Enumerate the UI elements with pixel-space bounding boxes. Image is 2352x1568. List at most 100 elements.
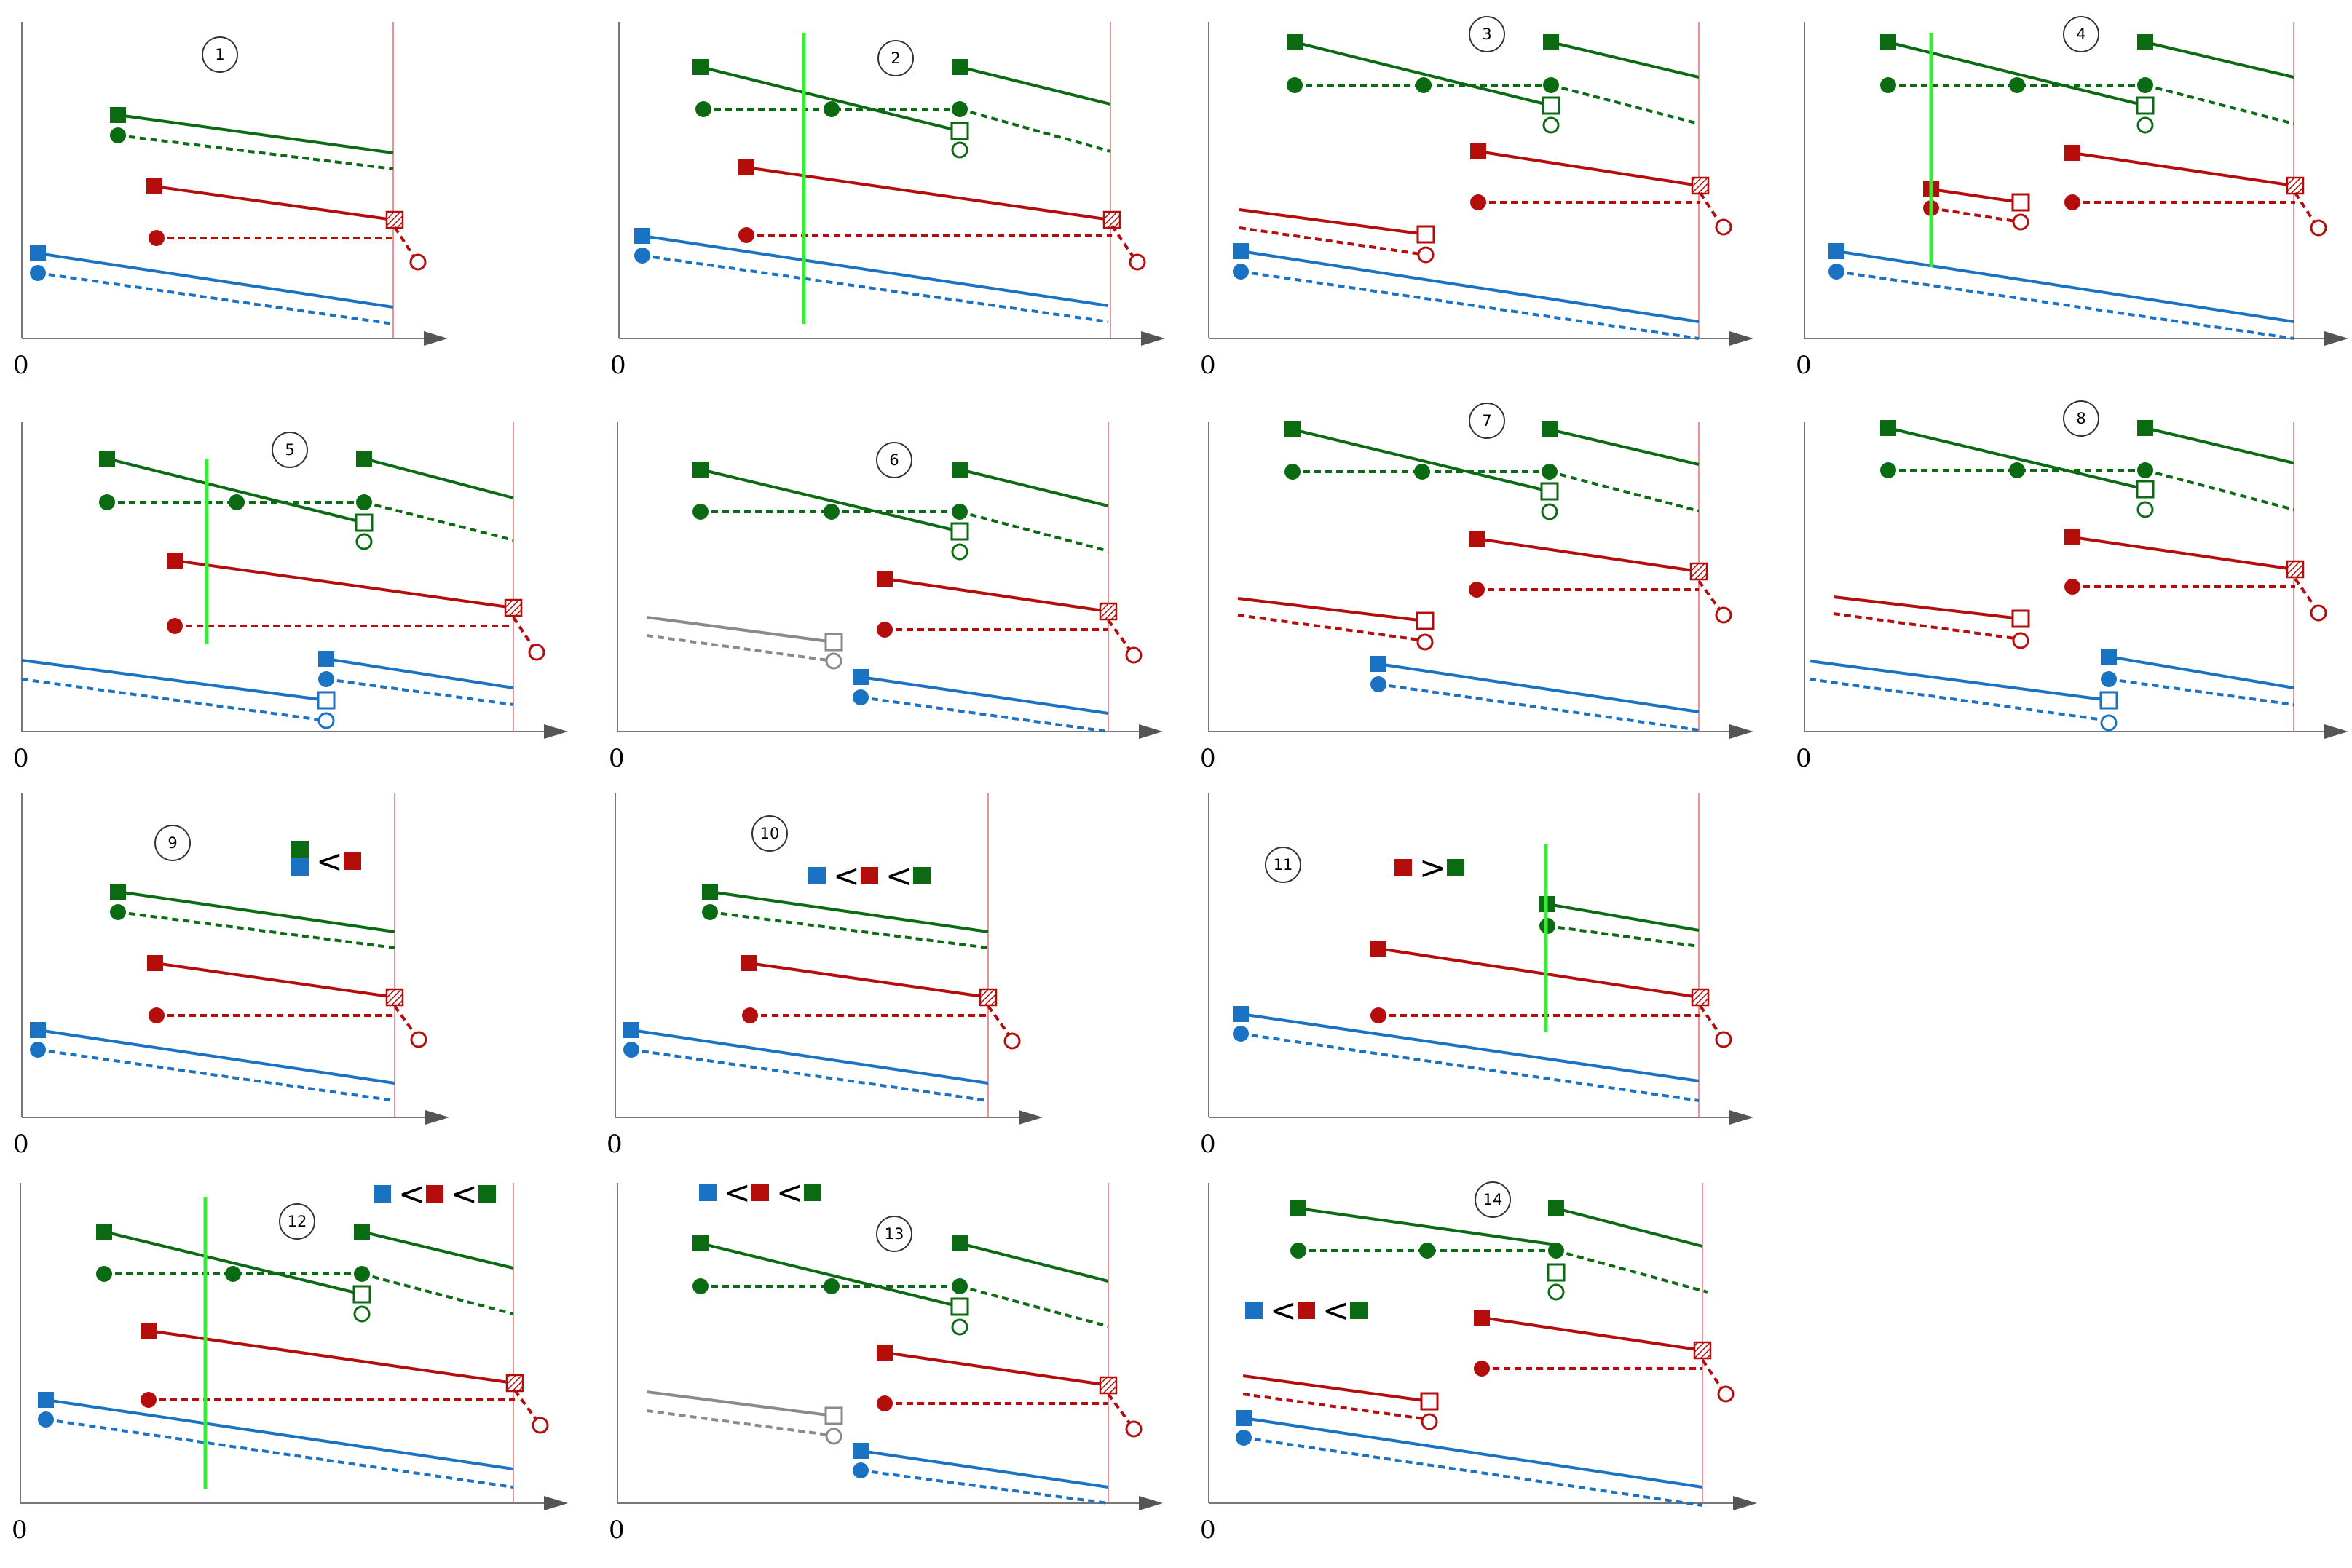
open-square-marker: [824, 1406, 843, 1425]
panel-5: 05: [13, 422, 568, 773]
trend-line: [1887, 427, 2146, 491]
open-square-marker: [1420, 1392, 1439, 1411]
filled-circle-marker: [149, 230, 165, 246]
dashed-trend-line: [117, 134, 394, 170]
trend-line: [1549, 428, 1700, 466]
panel-number-badge: [154, 825, 191, 861]
filled-square-marker: [38, 1392, 54, 1408]
panel-number: 12: [288, 1213, 307, 1230]
dashed-trend-line: [646, 634, 834, 662]
panel-6: 06: [609, 422, 1163, 773]
open-circle-marker: [1125, 646, 1143, 664]
filled-circle-marker: [30, 1042, 46, 1058]
dashed-trend-line: [959, 510, 1109, 553]
dashed-trend-line: [1701, 1358, 1726, 1394]
hatched-square-marker: [2286, 176, 2305, 195]
open-circle-marker: [1717, 1385, 1735, 1403]
open-circle-marker: [1715, 218, 1732, 236]
filled-circle-marker: [30, 265, 46, 281]
filled-circle-marker: [2064, 194, 2080, 210]
filled-circle-marker: [1233, 1026, 1249, 1042]
open-circle-marker: [2100, 714, 2118, 732]
filled-square-marker: [741, 955, 757, 971]
trend-line: [700, 1242, 960, 1308]
filled-circle-marker: [623, 1042, 639, 1058]
legend-red-square-icon: [1394, 859, 1412, 876]
trend-line: [642, 234, 1109, 307]
open-square-marker: [352, 1285, 371, 1304]
legend-blue-square-icon: [699, 1184, 717, 1201]
legend-green-square-icon: [478, 1185, 496, 1203]
filled-circle-marker: [1416, 77, 1432, 93]
open-square-marker: [317, 691, 336, 710]
filled-square-marker: [877, 571, 893, 587]
filled-square-marker: [738, 159, 754, 175]
hatched-square-marker: [385, 988, 404, 1007]
trend-line: [1243, 1417, 1703, 1489]
filled-square-marker: [167, 553, 183, 569]
trend-line: [884, 577, 1109, 613]
legend-blue-square-icon: [808, 867, 826, 884]
dashed-trend-line: [709, 911, 989, 949]
dashed-trend-line: [646, 1409, 834, 1437]
origin-label: 0: [1200, 351, 1216, 380]
open-circle-marker: [825, 652, 842, 670]
filled-square-marker: [96, 1224, 112, 1240]
filled-square-marker: [952, 59, 968, 75]
trend-line: [1237, 597, 1426, 622]
legend-green-square-icon: [291, 841, 309, 858]
x-axis-arrow-icon: [2324, 331, 2348, 346]
dashed-trend-line: [1237, 614, 1426, 642]
dashed-trend-line: [361, 1272, 514, 1315]
trend-line: [2144, 427, 2294, 464]
open-circle-marker: [1417, 246, 1435, 264]
dashed-trend-line: [117, 911, 395, 949]
dashed-trend-line: [37, 1048, 395, 1102]
dashed-trend-line: [987, 1005, 1012, 1039]
filled-square-marker: [1880, 420, 1896, 436]
dashed-trend-line: [21, 678, 327, 722]
dashed-trend-line: [2144, 84, 2294, 125]
panel-number: 8: [2076, 410, 2085, 427]
panel-number-badge: [1265, 847, 1301, 883]
x-axis-arrow-icon: [424, 331, 448, 346]
dashed-trend-line: [642, 254, 1109, 323]
dashed-trend-line: [1697, 579, 1724, 614]
trend-line: [1833, 595, 2021, 620]
open-square-marker: [2136, 480, 2155, 499]
panel-number: 10: [760, 825, 780, 842]
trend-line: [21, 659, 327, 702]
trend-line: [860, 1449, 1109, 1489]
origin-label: 0: [1200, 1516, 1216, 1545]
panel-9: 0 9 <: [13, 793, 449, 1159]
trend-line: [174, 559, 514, 609]
panel-number: 4: [2076, 25, 2085, 43]
dashed-trend-line: [860, 696, 1109, 733]
trend-line: [1292, 428, 1550, 493]
open-circle-marker: [317, 712, 335, 729]
legend-red-square-icon: [751, 1184, 769, 1201]
open-circle-marker: [951, 141, 968, 159]
filled-square-marker: [1233, 243, 1249, 259]
filled-circle-marker: [2137, 77, 2153, 93]
origin-label: 0: [13, 744, 29, 773]
legend-green-square-icon: [913, 867, 931, 884]
filled-square-marker: [354, 1224, 370, 1240]
origin-label: 0: [609, 1516, 625, 1545]
filled-square-marker: [30, 1022, 46, 1038]
trend-line: [1240, 1013, 1700, 1082]
panel-number-badge: [2063, 16, 2099, 52]
panel-number-badge: [1475, 1181, 1511, 1218]
panel-4: 04: [1796, 16, 2348, 380]
dashed-trend-line: [1107, 1393, 1134, 1428]
trend-line: [959, 66, 1111, 106]
comparison-operator: <: [1270, 1292, 1297, 1329]
trend-line: [2072, 536, 2294, 571]
trend-line: [631, 1029, 989, 1085]
trend-line: [1550, 41, 1700, 79]
open-circle-marker: [2136, 116, 2154, 134]
filled-square-marker: [853, 669, 869, 685]
dashed-trend-line: [2294, 191, 2319, 228]
panel-7: 07: [1200, 403, 1753, 773]
